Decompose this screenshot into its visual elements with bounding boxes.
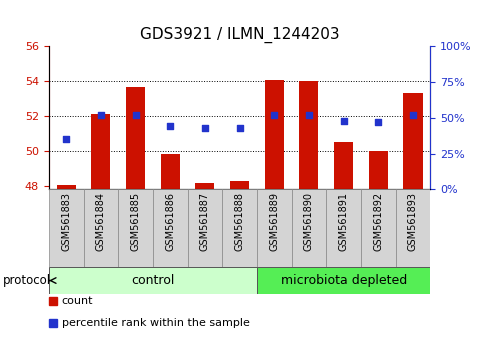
Point — [131, 112, 139, 118]
Point — [235, 125, 243, 131]
Text: microbiota depleted: microbiota depleted — [280, 274, 406, 287]
Point — [305, 112, 312, 118]
Text: GSM561883: GSM561883 — [61, 192, 71, 251]
Text: GSM561885: GSM561885 — [130, 192, 140, 251]
Bar — [153, 189, 187, 267]
Text: GSM561891: GSM561891 — [338, 192, 348, 251]
Bar — [299, 81, 318, 189]
Bar — [57, 185, 76, 189]
Bar — [403, 93, 422, 189]
Point — [201, 125, 208, 131]
Text: GSM561888: GSM561888 — [234, 192, 244, 251]
Bar — [256, 189, 291, 267]
Bar — [264, 80, 283, 189]
Text: percentile rank within the sample: percentile rank within the sample — [61, 318, 249, 328]
Point — [270, 112, 278, 118]
Bar — [49, 267, 256, 294]
Bar — [91, 114, 110, 189]
Bar — [83, 189, 118, 267]
Bar — [333, 142, 352, 189]
Bar — [368, 151, 387, 189]
Bar — [222, 189, 256, 267]
Point — [408, 112, 416, 118]
Bar — [291, 189, 325, 267]
Title: GDS3921 / ILMN_1244203: GDS3921 / ILMN_1244203 — [140, 27, 339, 43]
Bar — [126, 87, 145, 189]
Bar — [325, 189, 360, 267]
Bar — [395, 189, 429, 267]
Text: GSM561884: GSM561884 — [96, 192, 106, 251]
Point — [166, 124, 174, 129]
Bar — [49, 189, 83, 267]
Bar — [161, 154, 180, 189]
Point — [97, 112, 104, 118]
Text: GSM561886: GSM561886 — [165, 192, 175, 251]
Point — [374, 119, 382, 125]
Bar — [360, 189, 395, 267]
Bar — [187, 189, 222, 267]
Text: GSM561889: GSM561889 — [269, 192, 279, 251]
Text: GSM561892: GSM561892 — [372, 192, 383, 251]
Text: GSM561890: GSM561890 — [304, 192, 313, 251]
Text: GSM561887: GSM561887 — [200, 192, 209, 251]
Text: protocol: protocol — [2, 274, 50, 287]
Bar — [118, 189, 153, 267]
Point — [339, 118, 347, 124]
Text: GSM561893: GSM561893 — [407, 192, 417, 251]
Bar — [256, 267, 429, 294]
Bar — [195, 183, 214, 189]
Point — [62, 136, 70, 142]
Text: count: count — [61, 296, 93, 306]
Bar — [230, 181, 249, 189]
Text: control: control — [131, 274, 174, 287]
